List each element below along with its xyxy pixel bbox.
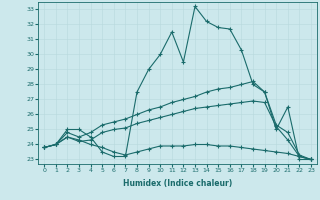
X-axis label: Humidex (Indice chaleur): Humidex (Indice chaleur) — [123, 179, 232, 188]
